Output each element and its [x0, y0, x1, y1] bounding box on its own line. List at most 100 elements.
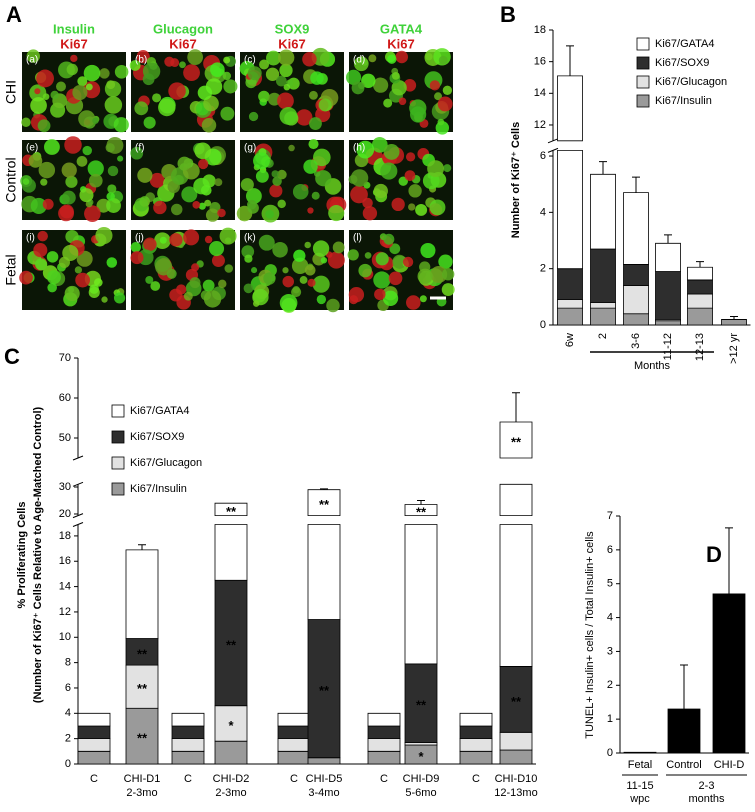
cell: [374, 288, 386, 301]
cell: [441, 283, 455, 297]
subpanel-label: (c): [244, 55, 256, 66]
subpanel-label: (i): [26, 233, 35, 244]
error-bar: [599, 161, 607, 175]
cell: [33, 243, 48, 258]
y-tick-label: 0: [607, 747, 613, 759]
cell: [40, 178, 48, 186]
cell: [37, 230, 48, 242]
bar-segment: [77, 725, 111, 740]
cell: [320, 257, 328, 264]
cell: [272, 242, 288, 258]
bar-segment: [623, 313, 649, 326]
cell: [373, 271, 391, 289]
cell: [142, 73, 155, 86]
cell: [113, 117, 129, 133]
panel-label: D: [706, 542, 722, 567]
cell: [55, 81, 66, 92]
stain-label: SOX9: [275, 21, 310, 36]
cell: [189, 277, 201, 289]
bar-segment: [590, 307, 616, 326]
cell: [309, 117, 322, 130]
bar-segment: [687, 293, 713, 309]
cell: [326, 298, 340, 313]
micrograph: (f): [130, 140, 235, 222]
legend-label: Ki67/Glucagon: [655, 76, 727, 88]
cell: [368, 54, 377, 63]
bar-segment: [125, 549, 159, 639]
cell: [441, 268, 455, 281]
cell: [30, 197, 47, 214]
cell: [296, 109, 313, 126]
cell: [362, 197, 373, 209]
cell: [332, 241, 345, 254]
cell: [129, 60, 141, 71]
y-tick-label: 70: [59, 352, 71, 364]
cell: [265, 67, 280, 82]
cell: [26, 49, 41, 63]
y-tick-label: 6: [607, 544, 613, 556]
cell: [429, 199, 446, 216]
panel-label: C: [4, 344, 20, 369]
cell: [358, 263, 372, 278]
cell: [137, 167, 153, 183]
cell: [277, 92, 294, 110]
group-label: 2-3: [699, 780, 715, 792]
cell: [152, 93, 162, 103]
cell: [83, 64, 101, 82]
cell: [34, 88, 41, 95]
cell: [282, 267, 289, 274]
y-axis-label: Number of Ki67⁺ Cells: [510, 122, 522, 238]
bar-segment: [214, 740, 248, 765]
bar-segment: [655, 242, 681, 272]
significance: *: [726, 668, 732, 683]
cell: [193, 177, 210, 195]
cell: [288, 144, 295, 152]
cell: [219, 227, 237, 245]
marker-label: Ki67: [387, 36, 414, 51]
cell: [293, 249, 306, 262]
cell: [106, 198, 121, 213]
cell: [372, 77, 389, 93]
x-tick-label: CHI-D5: [306, 773, 343, 785]
cell: [279, 107, 298, 125]
cell: [105, 143, 115, 153]
error-bar: [138, 544, 146, 550]
legend-swatch: [111, 404, 125, 418]
cell: [269, 184, 283, 198]
cell: [304, 264, 316, 276]
x-sublabel: 2-3mo: [215, 787, 246, 799]
cell: [145, 275, 154, 284]
y-tick-label: 0: [540, 319, 546, 331]
micrograph: (d): [345, 48, 453, 135]
subpanel-label: (j): [135, 233, 144, 244]
bar-segment: [171, 750, 205, 765]
y-tick-label: 50: [59, 432, 71, 444]
subpanel-label: (d): [353, 55, 365, 66]
bar-segment: [721, 318, 747, 326]
cell: [179, 61, 186, 69]
cell: [438, 55, 448, 65]
axis-break: [72, 522, 84, 527]
significance: **: [416, 698, 427, 713]
cell: [101, 296, 108, 303]
x-tick-label: 11-12: [662, 333, 674, 360]
cell: [169, 288, 183, 302]
cell: [194, 142, 212, 160]
cell: [78, 110, 96, 128]
marker-label: Ki67: [169, 36, 196, 51]
cell: [371, 136, 388, 153]
cell: [192, 200, 201, 209]
cell: [204, 235, 213, 244]
cell: [65, 175, 78, 188]
cell: [391, 197, 405, 212]
cell: [198, 158, 209, 170]
cell: [259, 59, 270, 70]
bar-segment: [623, 192, 649, 265]
cell: [158, 98, 176, 117]
x-sublabel: 3-4mo: [308, 787, 339, 799]
bar-segment: [77, 712, 111, 727]
cell: [247, 66, 262, 81]
bar-segment: [367, 750, 401, 765]
cell: [404, 170, 416, 181]
